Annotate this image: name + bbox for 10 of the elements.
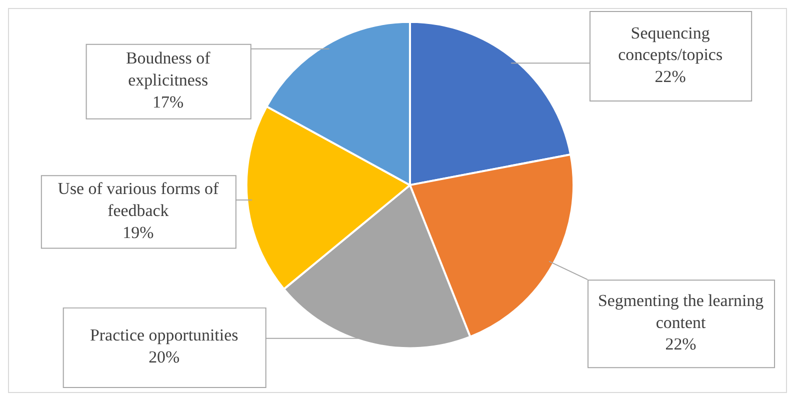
slice-label: Sequencing concepts/topics — [618, 23, 723, 64]
data-label: 19% — [122, 222, 154, 242]
slice-label: Boudness of explicitness — [126, 48, 211, 90]
data-label: 17% — [152, 92, 184, 112]
slice-label: Use of various forms of feedback — [58, 179, 219, 220]
slice-label: Segmenting the learning content — [598, 290, 764, 332]
data-label: 22% — [665, 334, 696, 354]
data-label: 20% — [148, 348, 180, 367]
data-label: 22% — [654, 67, 686, 86]
slice-label: Practice opportunities — [90, 326, 238, 345]
